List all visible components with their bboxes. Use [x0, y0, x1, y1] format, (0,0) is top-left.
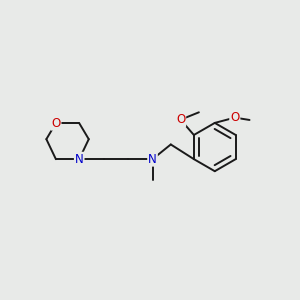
Text: O: O	[51, 117, 61, 130]
Text: N: N	[148, 153, 157, 166]
Text: O: O	[230, 111, 239, 124]
Text: N: N	[75, 153, 84, 166]
Text: O: O	[176, 113, 185, 126]
